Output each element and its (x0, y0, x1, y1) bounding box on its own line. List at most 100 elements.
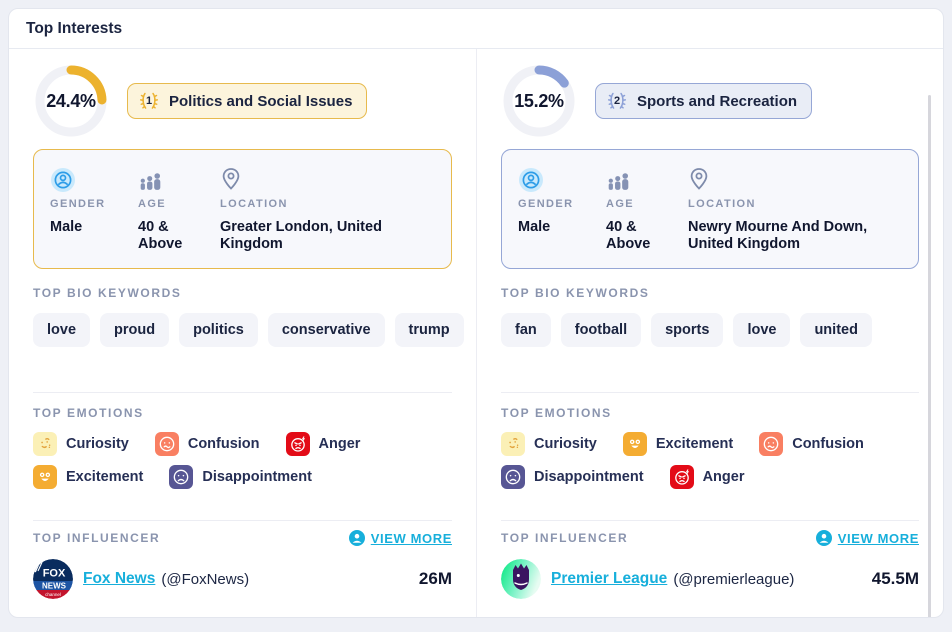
view-more-label: VIEW MORE (370, 530, 452, 546)
gender-label: GENDER (50, 198, 106, 210)
curiosity-emotion-icon (501, 432, 525, 457)
disappointment-emotion-icon (169, 465, 194, 490)
panel-content: 24.4% 1 Politics and Social Issues (9, 49, 943, 617)
keywords-section-label: TOP BIO KEYWORDS (501, 286, 650, 301)
fox-news-avatar[interactable]: FOX NEWS channel (33, 559, 73, 600)
gender-icon (50, 165, 138, 193)
keywords-row: love proud politics conservative trump (33, 313, 464, 348)
influencer-section-label: TOP INFLUENCER (501, 531, 629, 546)
gender-cell: GENDER Male (50, 165, 138, 252)
gender-label: GENDER (518, 198, 574, 210)
premier-league-avatar[interactable] (501, 559, 541, 600)
panel-title: Top Interests (26, 19, 123, 37)
emotion-item: Anger (285, 432, 361, 457)
age-group-icon (606, 165, 688, 193)
emotion-item: Curiosity (501, 432, 597, 457)
section-divider (33, 520, 452, 522)
person-circle-icon (348, 530, 365, 547)
view-more-link[interactable]: VIEW MORE (348, 530, 452, 547)
age-cell: AGE 40 & Above (606, 165, 688, 252)
age-value: 40 & Above (138, 219, 183, 252)
interest-card-politics: 24.4% 1 Politics and Social Issues (9, 49, 476, 617)
emotion-item: Anger (669, 465, 745, 490)
interest-card-sports: 15.2% 2 Sports and Recreation (476, 49, 943, 617)
category-label: Sports and Recreation (637, 92, 798, 110)
age-group-icon (138, 165, 220, 193)
emotion-label: Confusion (792, 436, 864, 453)
location-cell: LOCATION Newry Mourne And Down, United K… (688, 165, 902, 252)
influencer-name-link[interactable]: Fox News (83, 570, 156, 588)
emotion-label: Excitement (655, 436, 734, 453)
rank-number: 1 (145, 95, 153, 107)
emotions-section-label: TOP EMOTIONS (33, 406, 144, 421)
emotion-label: Curiosity (66, 436, 129, 453)
gender-value: Male (50, 219, 83, 235)
emotion-item: Excitement (33, 465, 144, 490)
demographics-box: GENDER Male AGE 40 & Above (501, 149, 919, 270)
influencer-name-link[interactable]: Premier League (551, 570, 668, 588)
emotion-label: Disappointment (202, 469, 312, 486)
age-cell: AGE 40 & Above (138, 165, 220, 252)
keyword-tag: politics (179, 313, 258, 348)
svg-text:NEWS: NEWS (42, 582, 67, 591)
keyword-tag: fan (501, 313, 551, 348)
emotion-label: Anger (318, 436, 361, 453)
top-interests-panel: Top Interests 24.4% (8, 8, 944, 618)
emotion-item: Excitement (622, 432, 734, 457)
svg-text:channel: channel (45, 592, 61, 597)
disappointment-emotion-icon (501, 465, 525, 490)
influencer-handle: (@premierleague) (673, 570, 795, 588)
confusion-emotion-icon (154, 432, 179, 457)
emotion-label: Disappointment (534, 469, 644, 486)
panel-header: Top Interests (9, 9, 943, 49)
person-circle-icon (815, 530, 832, 547)
excitement-emotion-icon (33, 465, 57, 490)
keyword-tag: sports (651, 313, 724, 348)
influencer-row: FOX NEWS channel Fox News (@FoxNews) 26M (33, 559, 452, 600)
emotion-label: Excitement (66, 469, 144, 486)
gender-cell: GENDER Male (518, 165, 606, 252)
emotion-item: Confusion (154, 432, 260, 457)
age-label: AGE (138, 198, 167, 210)
emotions-section-label: TOP EMOTIONS (501, 406, 612, 421)
keyword-tag: conservative (267, 313, 385, 348)
location-value: Newry Mourne And Down, United Kingdom (688, 219, 868, 252)
emotion-label: Anger (702, 469, 745, 486)
curiosity-emotion-icon (33, 432, 57, 457)
location-label: LOCATION (220, 198, 288, 210)
category-pill: 1 Politics and Social Issues (127, 83, 368, 119)
location-label: LOCATION (688, 198, 756, 210)
percent-value: 24.4% (46, 90, 96, 111)
location-pin-icon (220, 165, 435, 193)
svg-text:FOX: FOX (43, 568, 66, 580)
keyword-tag: love (33, 313, 91, 348)
section-divider (501, 520, 919, 522)
category-label: Politics and Social Issues (169, 92, 353, 110)
keyword-tag: united (800, 313, 872, 348)
view-more-link[interactable]: VIEW MORE (815, 530, 919, 547)
location-cell: LOCATION Greater London, United Kingdom (220, 165, 435, 252)
vertical-scrollbar[interactable] (928, 95, 931, 617)
anger-emotion-icon (669, 465, 694, 490)
keyword-tag: trump (394, 313, 464, 348)
emotion-item: Confusion (759, 432, 864, 457)
keyword-tag: love (733, 313, 791, 348)
view-more-label: VIEW MORE (837, 530, 919, 546)
anger-emotion-icon (285, 432, 310, 457)
gender-value: Male (518, 219, 551, 235)
emotion-item: Disappointment (169, 465, 312, 490)
age-value: 40 & Above (606, 219, 651, 252)
influencer-followers: 26M (418, 569, 452, 589)
age-label: AGE (606, 198, 635, 210)
keywords-row: fan football sports love united (501, 313, 919, 348)
influencer-handle: (@FoxNews) (161, 570, 250, 588)
emotions-list: Curiosity Confusion (33, 432, 452, 490)
influencer-row: Premier League (@premierleague) 45.5M (501, 559, 919, 600)
emotion-item: Disappointment (501, 465, 644, 490)
category-pill: 2 Sports and Recreation (595, 83, 813, 119)
section-divider (501, 392, 919, 394)
rank-laurel-icon: 1 (138, 90, 160, 112)
gender-icon (518, 165, 606, 193)
emotion-label: Curiosity (534, 436, 597, 453)
influencer-section-label: TOP INFLUENCER (33, 531, 161, 546)
